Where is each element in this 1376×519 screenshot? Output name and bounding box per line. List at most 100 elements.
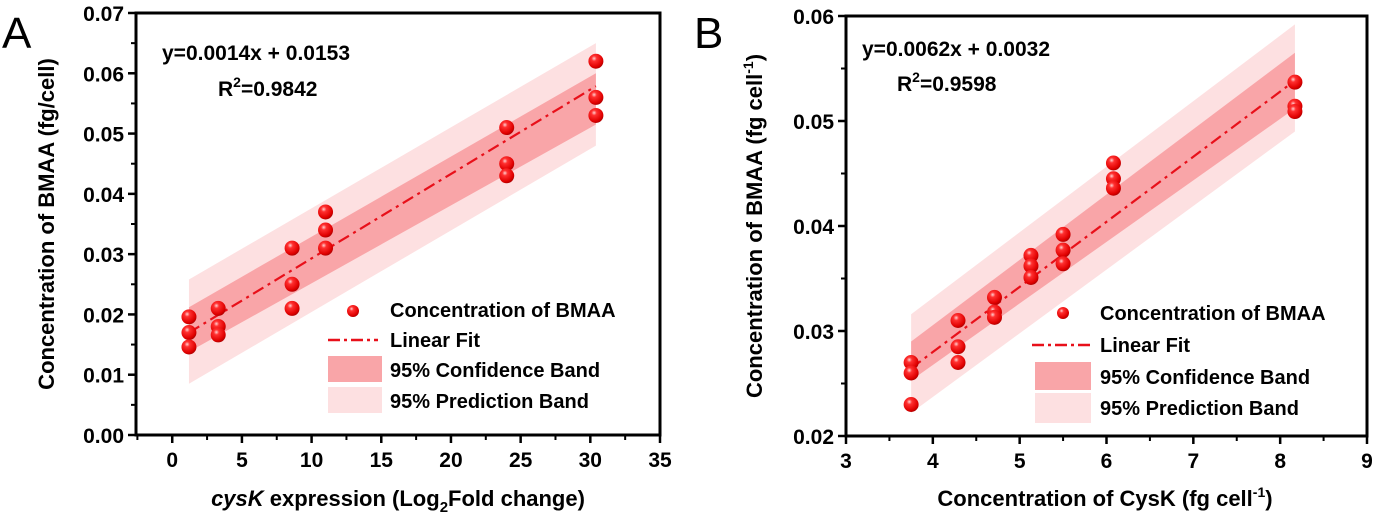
x-tick-label: 25 [509, 449, 533, 472]
legend-marker-prediction-b [1035, 393, 1091, 423]
points-a [181, 53, 604, 355]
legend-label-points-a: Concentration of BMAA [390, 300, 616, 322]
r-squared-a: R2=0.9842 [218, 74, 317, 101]
data-point [903, 365, 919, 381]
x-tick-label: 15 [370, 449, 394, 472]
x-ticks-a: 0 5 10 15 20 25 30 35 [136, 435, 672, 472]
y-tick-label: 0.05 [793, 111, 834, 134]
data-point [950, 313, 966, 328]
y-tick-label: 0.06 [793, 6, 834, 29]
panel-label-a: A [2, 9, 32, 58]
r2-sup-b: 2 [912, 69, 920, 85]
fit-b [910, 79, 1296, 370]
y-ticks-a: 0.00 0.01 0.02 0.03 0.04 0.05 0.06 0.07 [83, 3, 136, 448]
data-point [499, 156, 515, 172]
legend-marker-prediction-a [328, 387, 382, 413]
x-title-italic-a: cysK [211, 486, 266, 511]
data-point [1105, 180, 1121, 196]
x-axis-title-b: Concentration of CysK (fg cell-1) [937, 484, 1272, 511]
y-ticks-b: 0.02 0.03 0.04 0.05 0.06 [793, 6, 846, 449]
y-tick-label: 0.06 [83, 63, 124, 86]
r-squared-b: R2=0.9598 [897, 69, 997, 96]
y-tick-label: 0.02 [83, 304, 124, 327]
panel-b: B 3 4 5 6 7 8 9 0.02 0.03 0.04 0.05 0.06 y=0.0062x… [694, 6, 1373, 511]
linear-fit-line-b [910, 79, 1296, 370]
legend-label-fit-a: Linear Fit [390, 330, 480, 352]
x-ticks-b: 3 4 5 6 7 8 9 [840, 436, 1373, 473]
data-point [181, 325, 197, 341]
legend-label-points-b: Concentration of BMAA [1100, 303, 1326, 325]
x-tick-label: 4 [927, 450, 939, 473]
data-point [986, 289, 1002, 305]
points-b [903, 74, 1303, 412]
data-point [210, 300, 226, 316]
x-tick-label: 5 [1014, 450, 1026, 473]
linear-fit-line-a [188, 85, 597, 334]
data-point [181, 339, 197, 355]
panel-a: A 0 5 10 15 20 25 30 35 0.000.010.020.030.040.0… [2, 3, 672, 516]
y-axis-title-a: Concentration of BMAA (fg/cell) [34, 58, 59, 390]
x-title-rest-a: expression (Log [264, 486, 440, 511]
legend-b: Concentration of BMAA Linear Fit 95% Con… [1032, 303, 1326, 423]
x-axis-title-a: cysK expression (Log2Fold change) [211, 486, 585, 516]
data-point [284, 276, 300, 292]
r2-value-b: =0.9598 [920, 73, 997, 96]
data-point [1287, 104, 1303, 120]
y-axis-title-b: Concentration of BMAA (fg cell-1) [740, 54, 767, 398]
legend-label-prediction-a: 95% Prediction Band [390, 391, 589, 413]
legend-marker-confidence-a [328, 356, 382, 382]
legend-label-fit-b: Linear Fit [1100, 335, 1190, 357]
x-tick-label: 35 [648, 449, 672, 472]
equation-a: y=0.0014x + 0.0153 [162, 42, 350, 65]
legend-a: Concentration of BMAA Linear Fit 95% Con… [328, 300, 616, 413]
legend-marker-confidence-b [1035, 362, 1091, 390]
equation-b: y=0.0062x + 0.0032 [862, 38, 1050, 61]
x-title-end-b: ) [1265, 486, 1272, 511]
x-title-sub-a: 2 [440, 499, 448, 516]
data-point [210, 327, 226, 343]
data-point [1055, 226, 1071, 242]
y-tick-label: 0.05 [83, 124, 124, 147]
data-point [950, 339, 966, 355]
x-title-main-b: Concentration of CysK (fg cell [937, 486, 1252, 511]
y-tick-label: 0.03 [83, 244, 124, 267]
y-title-main-b: Concentration of BMAA (fg cell [742, 74, 767, 398]
y-tick-label: 0.00 [83, 425, 124, 448]
data-point [499, 168, 515, 184]
data-point [318, 240, 334, 256]
y-tick-label: 0.02 [793, 426, 834, 449]
data-point [950, 355, 966, 370]
y-title-end-b: ) [742, 54, 767, 61]
y-tick-label: 0.07 [83, 3, 124, 26]
r2-value-a: =0.9842 [241, 78, 318, 101]
x-title-end-a: Fold change) [448, 486, 585, 511]
legend-label-prediction-b: 95% Prediction Band [1100, 398, 1299, 420]
data-point [903, 355, 919, 370]
data-point [499, 120, 515, 136]
confidence-band-b [911, 52, 1295, 381]
x-tick-label: 0 [166, 449, 178, 472]
x-tick-label: 3 [840, 450, 852, 473]
data-point [1055, 256, 1071, 272]
x-tick-label: 20 [439, 449, 462, 472]
x-title-sup-b: -1 [1253, 484, 1266, 500]
data-point [1105, 155, 1121, 171]
x-tick-label: 10 [300, 449, 323, 472]
legend-marker-points-b [1057, 307, 1069, 319]
data-point [318, 222, 334, 238]
x-tick-label: 9 [1361, 450, 1373, 473]
data-point [1023, 269, 1039, 285]
r2-prefix-a: R [218, 78, 233, 101]
legend-label-confidence-b: 95% Confidence Band [1100, 367, 1310, 389]
data-point [588, 53, 604, 69]
bands-b [911, 24, 1295, 413]
data-point [181, 309, 197, 325]
fit-a [188, 85, 597, 334]
legend-label-confidence-a: 95% Confidence Band [390, 360, 600, 382]
data-point [1023, 247, 1039, 263]
data-point [1023, 258, 1039, 274]
y-tick-label: 0.04 [83, 184, 124, 207]
x-tick-label: 5 [236, 449, 248, 472]
y-tick-label: 0.03 [793, 321, 834, 344]
